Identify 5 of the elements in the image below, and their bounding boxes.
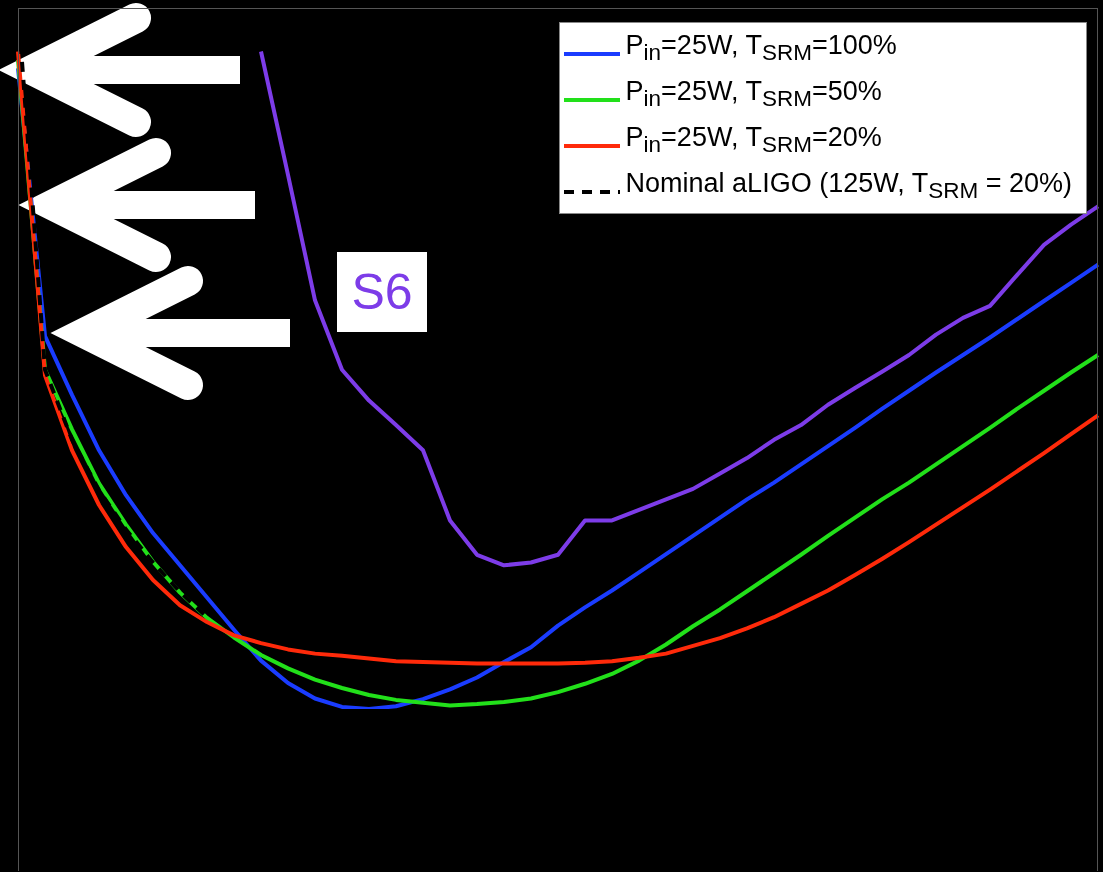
annotation: S6: [337, 252, 427, 332]
legend-label: P$_{in}$=25W, T$_{SRM}$=20%: [625, 121, 882, 159]
legend-label: Nominal aLIGO (125W, T$_{SRM}$ = 20%): [625, 167, 1072, 205]
legend-label: P$_{in}$=25W, T$_{SRM}$=50%: [625, 75, 882, 113]
legend-label: P$_{in}$=25W, T$_{SRM}$=100%: [625, 29, 897, 67]
